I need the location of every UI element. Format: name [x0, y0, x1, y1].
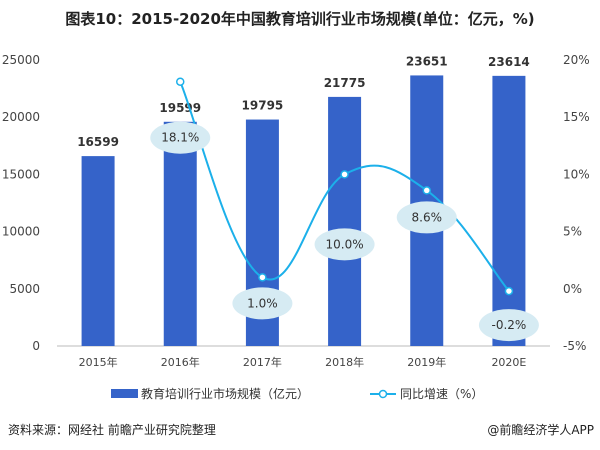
line-data-label: 1.0% [247, 296, 278, 310]
bar-data-label: 23651 [406, 54, 448, 68]
y-left-tick-label: 0 [32, 339, 40, 353]
bar [492, 75, 526, 347]
y-right-tick-label: -5% [563, 339, 586, 353]
y-right-tick-label: 20% [563, 53, 590, 67]
y-left-tick-label: 20000 [2, 110, 40, 124]
line-point [340, 170, 349, 179]
x-tick-label: 2015年 [79, 355, 118, 369]
legend-line-marker [378, 389, 388, 399]
y-right-tick-label: 15% [563, 110, 590, 124]
y-right-tick-label: 10% [563, 167, 590, 181]
y-left-tick-label: 10000 [2, 225, 40, 239]
y-right-tick-label: 0% [563, 282, 582, 296]
x-tick-label: 2016年 [161, 355, 200, 369]
line-point [176, 77, 185, 86]
y-left-tick-label: 15000 [2, 167, 40, 181]
x-tick-label: 2020E [491, 356, 526, 369]
line-data-label: 18.1% [161, 131, 199, 145]
bar [163, 121, 197, 346]
x-tick-label: 2017年 [243, 355, 282, 369]
chart: 0 5000 10000 15000 20000 25000 -5% 0% 5% 10% 15% 20… [2, 53, 590, 401]
line-data-label: 8.6% [412, 210, 443, 224]
line-point [422, 186, 431, 195]
line-label-bubble [396, 201, 457, 234]
bar-data-label: 23614 [488, 55, 530, 69]
bar-data-label: 19795 [242, 99, 284, 113]
x-tick-label: 2019年 [407, 355, 446, 369]
source-note: 资料来源：网经社 前瞻产业研究院整理 [8, 423, 216, 437]
line-label-bubble [314, 228, 375, 261]
brand-watermark: @前瞻经济学人APP [487, 423, 594, 437]
y-left-tick-label: 25000 [2, 53, 40, 67]
bar-data-label: 16599 [77, 135, 119, 149]
y-left-tick-label: 5000 [9, 282, 40, 296]
bar-data-label: 21775 [324, 76, 366, 90]
line-data-label: -0.2% [492, 318, 527, 332]
y-right-tick-label: 5% [563, 225, 582, 239]
legend-bar-label: 教育培训行业市场规模（亿元） [141, 386, 309, 401]
chart-title: 图表10：2015-2020年中国教育培训行业市场规模(单位：亿元，%) [65, 10, 535, 28]
line-point [504, 286, 514, 296]
legend-bar-swatch [111, 389, 138, 398]
bar [328, 96, 362, 346]
line-label-bubble [232, 287, 293, 320]
bar [81, 156, 115, 346]
bar-data-label: 19599 [159, 101, 201, 115]
legend-line-label: 同比增速（%） [400, 387, 483, 401]
line-label-bubble [150, 121, 211, 154]
line-data-label: 10.0% [326, 237, 364, 251]
x-tick-label: 2018年 [325, 355, 364, 369]
line-label-bubble [478, 309, 539, 342]
line-point [258, 273, 267, 282]
